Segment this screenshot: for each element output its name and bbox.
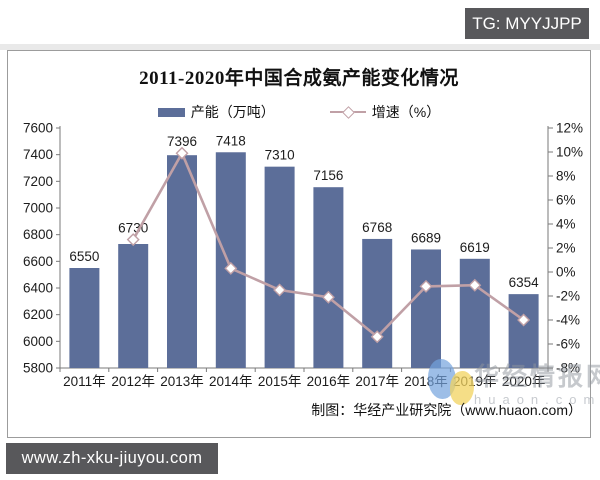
growth-marker-diamond: [517, 313, 531, 327]
right-axis-label: 0%: [556, 265, 576, 280]
growth-marker-diamond: [273, 283, 287, 297]
growth-marker-diamond: [419, 279, 433, 293]
bar-value-label: 6619: [460, 240, 490, 255]
capacity-bar: [459, 258, 490, 368]
left-axis-label: 6000: [23, 334, 53, 349]
capacity-bar: [69, 268, 100, 368]
x-axis-label: 2019年: [453, 374, 497, 389]
x-axis-label: 2017年: [355, 374, 399, 389]
divider-strip: [0, 44, 600, 50]
bar-value-label: 7396: [167, 134, 197, 149]
bar-value-label: 6550: [69, 249, 99, 264]
x-axis-label: 2015年: [258, 374, 302, 389]
bar-value-label: 6354: [509, 275, 540, 290]
legend-label-growth: 增速（%）: [371, 104, 441, 120]
right-axis-label: 2%: [556, 241, 576, 256]
left-axis-label: 6600: [23, 254, 53, 269]
capacity-bar: [167, 155, 197, 368]
source-url-badge: www.zh-xku-jiuyou.com: [6, 443, 218, 474]
legend-item-growth: 增速（%）: [329, 102, 441, 122]
capacity-bar: [313, 187, 344, 368]
capacity-bar: [508, 294, 539, 368]
right-axis-label: -6%: [556, 337, 580, 352]
right-axis-label: 4%: [556, 217, 576, 232]
growth-marker-diamond: [175, 146, 189, 160]
chart-legend: 产能（万吨） 增速（%）: [8, 102, 590, 122]
growth-marker-diamond: [321, 290, 335, 304]
bar-value-label: 7418: [216, 133, 246, 148]
legend-item-capacity: 产能（万吨）: [157, 102, 275, 122]
growth-marker-diamond: [126, 233, 140, 247]
left-axis-label: 6200: [23, 307, 53, 322]
bar-value-label: 7156: [313, 168, 343, 183]
growth-marker-diamond: [224, 261, 238, 275]
x-axis-label: 2014年: [209, 374, 253, 389]
capacity-bar: [264, 166, 295, 368]
right-axis-label: -8%: [556, 361, 580, 376]
tg-contact-badge: TG: MYYJJPP: [465, 8, 589, 39]
right-axis-label: 6%: [556, 193, 576, 208]
left-axis-label: 7000: [23, 201, 53, 216]
left-axis-label: 7600: [23, 121, 53, 136]
chart-card: 2011-2020年中国合成氨产能变化情况 产能（万吨） 增速（%） 7600 7…: [7, 50, 600, 438]
right-axis-label: 10%: [556, 145, 583, 160]
bar-value-label: 7310: [265, 148, 295, 163]
left-axis-label: 7200: [23, 174, 53, 189]
capacity-bar: [215, 152, 246, 368]
bar-value-label: 6689: [411, 230, 441, 245]
x-axis-label: 2020年: [502, 374, 546, 389]
capacity-bar: [411, 249, 441, 368]
right-axis-label: 12%: [556, 121, 583, 136]
left-axis-label: 6800: [23, 227, 53, 242]
growth-marker-diamond: [468, 278, 482, 292]
chart-canvas: 7600 7400 7200 7000 6800 6600 6400 6200 6000 5800…: [23, 121, 583, 390]
growth-marker-diamond: [370, 330, 384, 344]
legend-label-capacity: 产能（万吨）: [190, 104, 275, 120]
line-series-swatch: [329, 105, 366, 119]
x-axis-label: 2016年: [307, 374, 351, 389]
left-axis-label: 6400: [23, 281, 53, 296]
right-axis-label: 8%: [556, 169, 576, 184]
capacity-bar: [118, 244, 149, 368]
left-axis-label: 7400: [23, 147, 53, 162]
x-axis-label: 2013年: [160, 374, 204, 389]
x-axis-label: 2018年: [404, 374, 448, 389]
right-axis-label: -4%: [556, 313, 580, 328]
bar-value-label: 6768: [362, 220, 392, 235]
capacity-bar: [362, 238, 393, 368]
right-axis-label: -2%: [556, 289, 580, 304]
bar-series-swatch: [157, 107, 185, 117]
credit-line: 制图：华经产业研究院（www.huaon.com）: [311, 402, 582, 418]
x-axis-label: 2011年: [63, 374, 106, 389]
chart-title: 2011-2020年中国合成氨产能变化情况: [139, 68, 459, 89]
left-axis-label: 5800: [23, 361, 53, 376]
x-axis-label: 2012年: [111, 374, 155, 389]
